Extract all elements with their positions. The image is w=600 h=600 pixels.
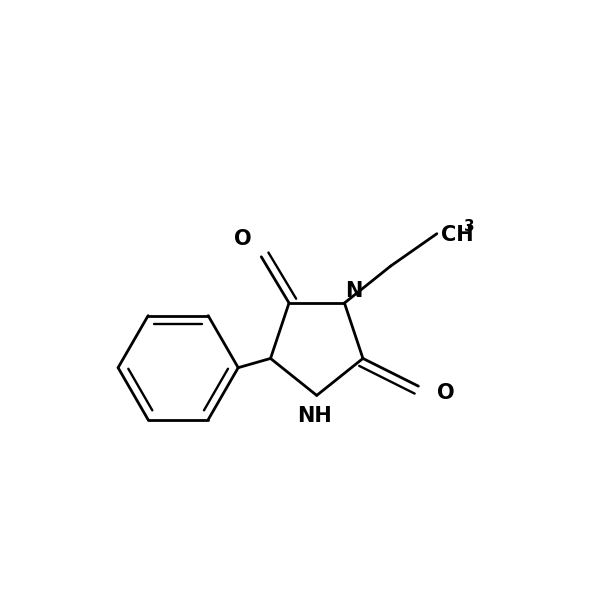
Text: O: O: [234, 229, 251, 249]
Text: N: N: [345, 281, 362, 301]
Text: O: O: [437, 383, 455, 403]
Text: NH: NH: [297, 406, 332, 426]
Text: 3: 3: [464, 219, 474, 234]
Text: CH: CH: [442, 224, 474, 245]
